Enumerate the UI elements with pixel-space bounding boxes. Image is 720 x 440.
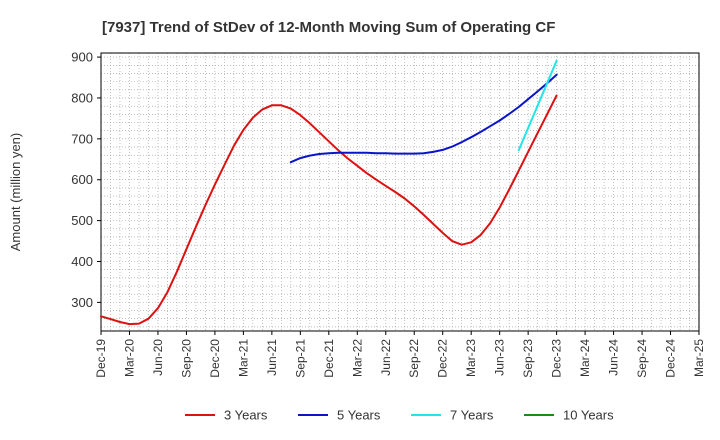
plot-grid (100, 53, 700, 331)
y-tick-label: 800 (71, 90, 93, 105)
series-line (100, 94, 558, 326)
x-tick-label: Jun-22 (379, 339, 393, 376)
x-tick-label: Dec-23 (550, 339, 564, 378)
series-line (517, 59, 558, 152)
y-tick-label: 900 (71, 50, 93, 65)
y-tick-label: 400 (71, 254, 93, 269)
x-tick-label: Sep-24 (635, 339, 649, 378)
x-tick-label: Sep-20 (179, 339, 193, 378)
legend: 3 Years 5 Years 7 Years 10 Years (185, 408, 614, 423)
x-tick-label: Mar-24 (578, 339, 592, 377)
x-axis-ticks: Dec-19 Mar-20 Jun-20 Sep-20 Dec-20 Mar-21 Jun-… (94, 331, 706, 378)
series-lines (100, 59, 558, 326)
x-tick-label: Dec-21 (322, 339, 336, 378)
series-line (289, 73, 558, 164)
x-tick-label: Dec-20 (208, 339, 222, 378)
y-tick-label: 700 (71, 131, 93, 146)
x-tick-label: Sep-23 (521, 339, 535, 378)
plot-frame (100, 52, 700, 332)
x-tick-label: Mar-22 (350, 339, 364, 377)
x-tick-label: Dec-24 (664, 339, 678, 378)
legend-label: 3 Years (224, 408, 268, 423)
x-tick-label: Jun-20 (151, 339, 165, 376)
y-tick-label: 500 (71, 213, 93, 228)
x-tick-label: Dec-22 (436, 339, 450, 378)
y-axis-ticks: 300 400 500 600 700 800 900 (71, 50, 101, 310)
y-tick-label: 300 (71, 295, 93, 310)
chart-title: [7937] Trend of StDev of 12-Month Moving… (102, 19, 555, 36)
legend-label: 10 Years (563, 408, 614, 423)
x-tick-label: Mar-21 (236, 339, 250, 377)
x-tick-label: Jun-24 (607, 339, 621, 376)
x-tick-label: Jun-21 (265, 339, 279, 376)
y-tick-label: 600 (71, 172, 93, 187)
x-tick-label: Sep-22 (407, 339, 421, 378)
x-tick-label: Mar-25 (692, 339, 706, 377)
x-tick-label: Sep-21 (293, 339, 307, 378)
legend-label: 7 Years (450, 408, 494, 423)
x-tick-label: Mar-23 (464, 339, 478, 377)
x-tick-label: Dec-19 (94, 339, 108, 378)
y-axis-label: Amount (million yen) (8, 133, 23, 252)
x-tick-label: Mar-20 (122, 339, 136, 377)
x-tick-label: Jun-23 (493, 339, 507, 376)
legend-label: 5 Years (337, 408, 381, 423)
